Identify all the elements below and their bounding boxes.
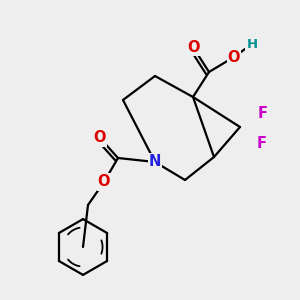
Text: H: H — [246, 38, 258, 50]
Text: F: F — [257, 136, 267, 151]
Text: O: O — [228, 50, 240, 64]
Text: O: O — [94, 130, 106, 146]
Text: O: O — [187, 40, 199, 55]
Text: F: F — [258, 106, 268, 121]
Text: O: O — [98, 175, 110, 190]
Text: N: N — [149, 154, 161, 169]
